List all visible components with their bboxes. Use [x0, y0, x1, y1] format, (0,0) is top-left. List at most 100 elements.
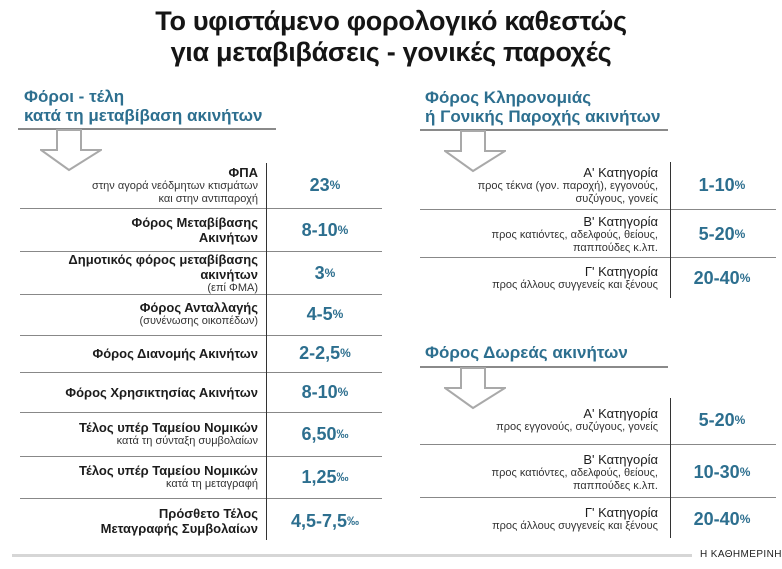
row-subtitle: (συνένωσης οικοπέδων): [139, 315, 258, 327]
row-subtitle: προς άλλους συγγενείς και ξένους: [492, 520, 658, 532]
row-subtitle: και στην αντιπαροχή: [158, 192, 258, 205]
row-title: Ακινήτων: [198, 230, 258, 245]
rate-unit: %: [340, 346, 351, 360]
row-subtitle: κατά τη μεταγραφή: [165, 478, 258, 490]
table-row: Α' Κατηγορία προς εγγονούς, συζύγους, γον…: [420, 399, 658, 441]
row-divider: [20, 251, 382, 252]
table-row: Τέλος υπέρ Ταμείου Νομικών κατά τη σύνταξ…: [20, 415, 258, 453]
row-subtitle: κατά τη σύνταξη συμβολαίων: [116, 435, 258, 447]
row-label: Τέλος υπέρ Ταμείου Νομικών κατά τη μεταγρ…: [20, 459, 258, 495]
inheritance-section-underline: [420, 129, 668, 131]
rate-value: 3%: [270, 255, 380, 291]
row-title: Τέλος υπέρ Ταμείου Νομικών: [78, 463, 258, 478]
rate-unit: %: [739, 512, 751, 526]
inheritance-title-line-2: ή Γονικής Παροχής ακινήτων: [425, 107, 661, 126]
rate-value: 20-40%: [672, 261, 772, 295]
row-divider: [20, 372, 382, 373]
row-label: Β' Κατηγορία προς κατιόντες, αδελφούς, θε…: [420, 213, 658, 255]
row-label: Γ' Κατηγορία προς άλλους συγγενείς και ξέ…: [420, 502, 658, 536]
row-title: Γ' Κατηγορία: [584, 505, 658, 520]
row-subtitle: προς κατιόντες, αδελφούς, θείους,: [491, 466, 658, 479]
row-divider: [20, 208, 382, 209]
rate-number: 8-10: [301, 219, 338, 240]
row-label: Πρόσθετο Τέλος Μεταγραφής Συμβολαίων: [20, 502, 258, 540]
table-row: Τέλος υπέρ Ταμείου Νομικών κατά τη μεταγρ…: [20, 459, 258, 495]
donation-title: Φόρος Δωρεάς ακινήτων: [425, 343, 628, 362]
row-subtitle: προς κατιόντες, αδελφούς, θείους,: [491, 228, 658, 241]
rate-number: 5-20: [698, 409, 735, 430]
row-subtitle: συζύγους, γονείς: [575, 192, 658, 205]
rate-number: 1-10: [698, 174, 735, 195]
table-row: Φόρος Μεταβίβασης Ακινήτων: [20, 212, 258, 248]
rate-value: 1-10%: [672, 163, 772, 207]
row-title: Γ' Κατηγορία: [584, 264, 658, 279]
row-label: Β' Κατηγορία προς κατιόντες, αδελφούς, θε…: [420, 450, 658, 494]
row-subtitle: προς άλλους συγγενείς και ξένους: [492, 279, 658, 291]
table-row: Γ' Κατηγορία προς άλλους συγγενείς και ξέ…: [420, 261, 658, 295]
row-divider: [20, 294, 382, 295]
page-title-line-1: Το υφιστάμενο φορολογικό καθεστώς: [155, 6, 627, 36]
row-title: Α' Κατηγορία: [583, 164, 658, 180]
left-section-underline: [18, 128, 276, 130]
rate-number: 4,5-7,5: [290, 510, 348, 531]
page-title-line-2: για μεταβιβάσεις - γονικές παροχές: [170, 37, 612, 67]
down-arrow-icon: [40, 129, 102, 172]
row-title: Φόρος Μεταβίβασης: [131, 215, 258, 230]
inheritance-title-line-1: Φόρος Κληρονομιάς: [425, 88, 592, 107]
table-row: Γ' Κατηγορία προς άλλους συγγενείς και ξέ…: [420, 502, 658, 536]
table-row: Α' Κατηγορία προς τέκνα (γον. παροχή), εγ…: [420, 163, 658, 207]
rate-unit: %: [734, 178, 746, 192]
column-divider: [266, 163, 267, 540]
left-section-title-line-1: Φόροι - τέλη: [24, 87, 125, 106]
rate-number: 5-20: [698, 223, 735, 244]
row-divider: [420, 257, 776, 258]
rate-value: 2-2,5%: [270, 337, 380, 369]
rate-unit: %: [329, 178, 341, 192]
row-title: Δημοτικός φόρος μεταβίβασης: [68, 251, 258, 267]
table-row: Φόρος Ανταλλαγής (συνένωσης οικοπέδων): [20, 296, 258, 332]
rate-number: 20-40: [693, 508, 740, 529]
row-subtitle: παππούδες κ.λπ.: [572, 241, 658, 254]
rate-value: 1,25 ‰: [270, 459, 380, 495]
row-title: Φόρος Ανταλλαγής: [139, 300, 258, 315]
table-row: ΦΠΑ στην αγορά νεόδμητων κτισμάτων και στη…: [20, 165, 258, 205]
table-row: Φόρος Χρησικτησίας Ακινήτων: [20, 375, 258, 409]
publisher-credit: Η ΚΑΘΗΜΕΡΙΝΗ: [700, 549, 782, 560]
row-divider: [20, 335, 382, 336]
rate-unit: %: [734, 227, 746, 241]
row-title: Α' Κατηγορία: [583, 406, 658, 421]
rate-value: 10-30%: [672, 450, 772, 494]
rate-value: 6,50 ‰: [270, 415, 380, 453]
row-subtitle: (επί ΦΜΑ): [207, 281, 258, 294]
row-divider: [420, 209, 776, 210]
row-title: Β' Κατηγορία: [583, 213, 658, 229]
row-label: Α' Κατηγορία προς εγγονούς, συζύγους, γον…: [420, 399, 658, 441]
row-title: ακινήτων: [200, 266, 258, 282]
rate-unit: %: [739, 465, 751, 479]
table-row: Φόρος Διανομής Ακινήτων: [20, 337, 258, 369]
row-subtitle: παππούδες κ.λπ.: [572, 479, 658, 492]
row-title: Μεταγραφής Συμβολαίων: [100, 521, 258, 536]
rate-value: 4-5%: [270, 296, 380, 332]
rate-number: 23: [309, 174, 330, 195]
rate-unit: %: [337, 223, 349, 237]
row-subtitle: προς τέκνα (γον. παροχή), εγγονούς,: [477, 179, 658, 192]
rate-unit: %: [337, 385, 349, 399]
rate-number: 1,25: [301, 466, 337, 487]
rate-unit: ‰: [347, 514, 360, 528]
row-label: Δημοτικός φόρος μεταβίβασης ακινήτων (επί …: [20, 251, 258, 294]
rate-number: 8-10: [301, 381, 338, 402]
rate-value: 20-40%: [672, 502, 772, 536]
row-label: Τέλος υπέρ Ταμείου Νομικών κατά τη σύνταξ…: [20, 415, 258, 453]
row-subtitle: στην αγορά νεόδμητων κτισμάτων: [92, 179, 258, 192]
rate-number: 20-40: [693, 267, 740, 288]
row-title: Τέλος υπέρ Ταμείου Νομικών: [78, 420, 258, 435]
row-divider: [20, 456, 382, 457]
donation-section-underline: [420, 366, 668, 368]
table-row: Β' Κατηγορία προς κατιόντες, αδελφούς, θε…: [420, 213, 658, 255]
row-divider: [20, 412, 382, 413]
table-row: Δημοτικός φόρος μεταβίβασης ακινήτων (επί …: [20, 251, 258, 294]
rate-value: 8-10%: [270, 375, 380, 409]
rate-value: 5-20%: [672, 213, 772, 255]
left-section-title-line-2: κατά τη μεταβίβαση ακινήτων: [24, 106, 263, 125]
